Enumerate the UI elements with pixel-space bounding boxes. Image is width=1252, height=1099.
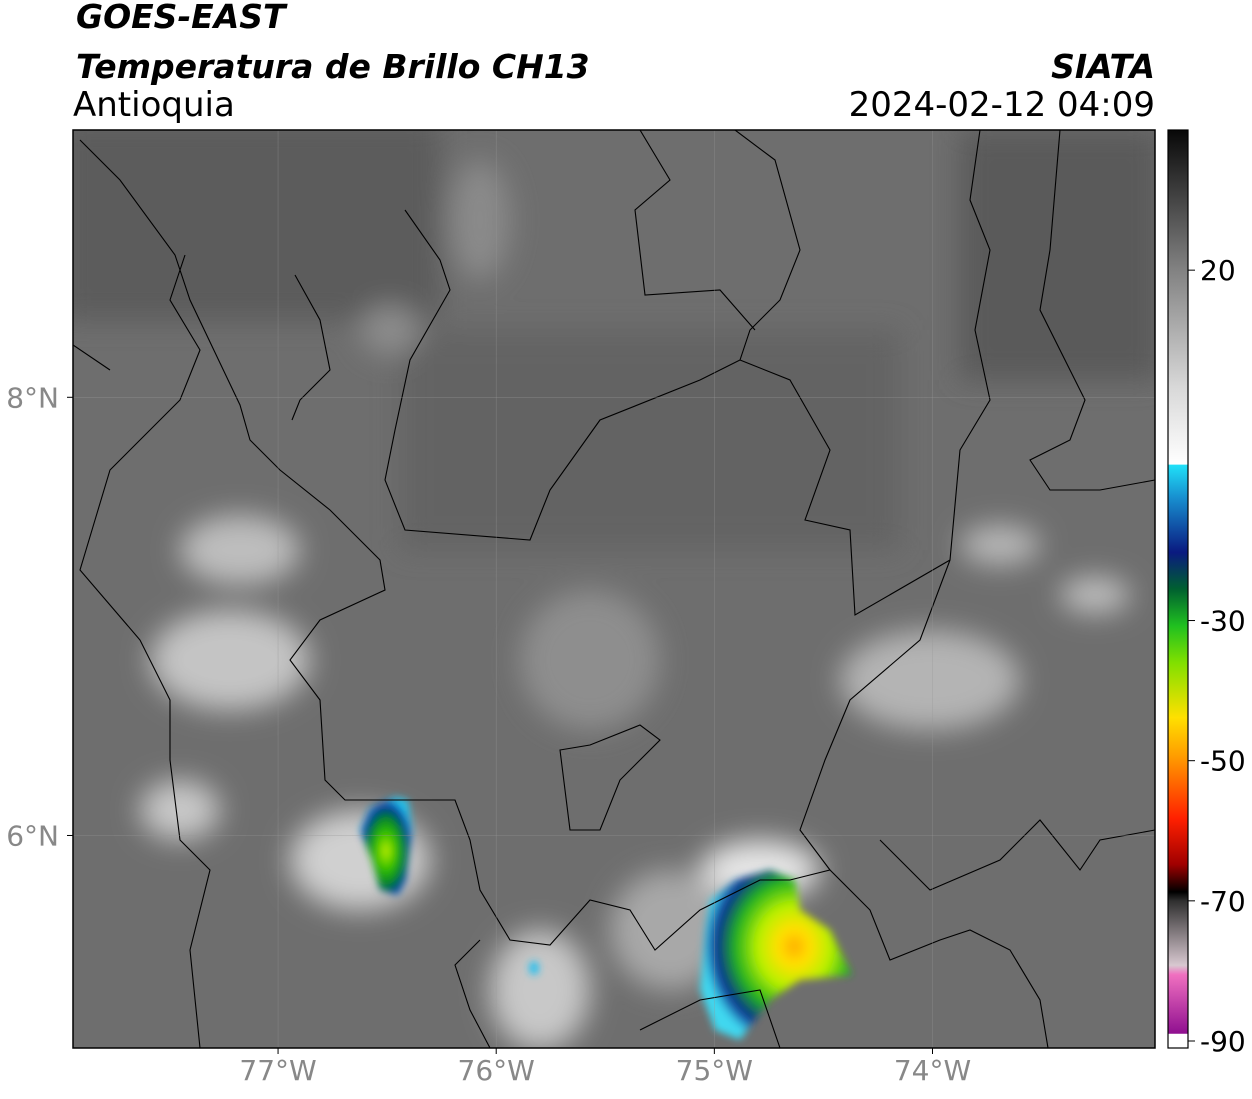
grid [73,130,1155,1048]
cloud-texture [73,130,1155,1048]
x-tick-label: 75°W [676,1054,753,1087]
convective-cells [360,797,852,1040]
colorbar-tick-label: -50 [1200,745,1246,778]
boundaries [73,130,1155,1048]
x-tick-label: 76°W [458,1054,535,1087]
y-tick-label: 6°N [6,819,59,852]
colorbar-tick-label: 20 [1200,254,1236,287]
region: Antioquia [73,85,235,125]
colorbar [1167,129,1189,1049]
title: GOES-EAST [76,0,288,36]
colorbar-tick-label: -30 [1200,605,1246,638]
colorbar-tick-label: -70 [1200,885,1246,918]
colorbar-tick-label: -90 [1200,1025,1246,1058]
map-frame [72,129,1156,1049]
subtitle: Temperatura de Brillo CH13 [76,47,590,86]
source: SIATA [1051,47,1155,86]
datetime: 2024-02-12 04:09 [849,85,1155,125]
satellite-image [73,130,1155,1048]
y-tick-label: 8°N [6,381,59,414]
x-tick-label: 77°W [239,1054,316,1087]
x-tick-label: 74°W [894,1054,971,1087]
